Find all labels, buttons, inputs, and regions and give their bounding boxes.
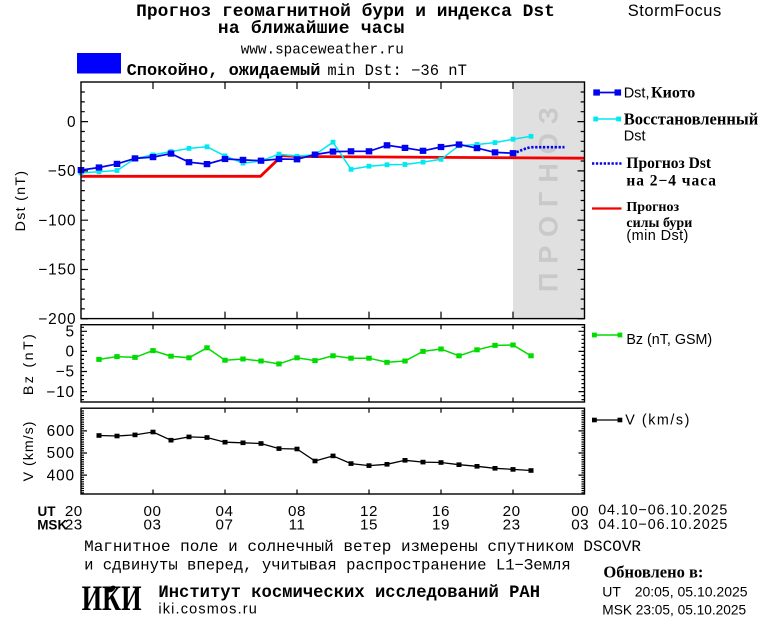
- svg-text:00: 00: [144, 503, 162, 520]
- svg-text:www.spaceweather.ru: www.spaceweather.ru: [241, 43, 404, 59]
- svg-text:Киото: Киото: [651, 84, 695, 101]
- svg-text:UT: UT: [602, 583, 621, 599]
- svg-text:(min Dst): (min Dst): [626, 228, 688, 244]
- svg-text:04.10−06.10.2025: 04.10−06.10.2025: [598, 503, 728, 519]
- svg-text:03: 03: [144, 516, 162, 533]
- svg-text:23: 23: [65, 516, 83, 533]
- svg-text:Прогноз Dst: Прогноз Dst: [626, 155, 711, 172]
- svg-text:−100: −100: [38, 212, 76, 229]
- svg-text:08: 08: [288, 503, 306, 520]
- svg-text:Dst (nT): Dst (nT): [13, 170, 29, 232]
- svg-text:16: 16: [432, 503, 450, 520]
- svg-text:19: 19: [432, 516, 450, 533]
- svg-text:V (km/s): V (km/s): [625, 413, 691, 429]
- svg-text:20: 20: [65, 503, 83, 520]
- svg-text:11: 11: [289, 516, 306, 533]
- svg-text:07: 07: [216, 516, 234, 533]
- svg-text:min Dst: −36 nT: min Dst: −36 nT: [327, 62, 467, 80]
- svg-text:0: 0: [67, 114, 76, 131]
- svg-text:5: 5: [66, 324, 75, 341]
- svg-text:ПРОГНОЗ: ПРОГНОЗ: [534, 98, 564, 292]
- svg-text:12: 12: [360, 503, 378, 520]
- svg-text:V (km/s): V (km/s): [21, 421, 37, 482]
- svg-text:Восстановленный: Восстановленный: [624, 109, 759, 128]
- svg-text:03: 03: [571, 516, 589, 533]
- svg-text:−150: −150: [38, 262, 76, 279]
- svg-text:Институт космических исследова: Институт космических исследований РАН: [158, 584, 540, 603]
- svg-text:на 2−4 часа: на 2−4 часа: [626, 172, 717, 189]
- svg-text:на ближайшие часы: на ближайшие часы: [218, 18, 405, 39]
- svg-text:15: 15: [360, 516, 378, 533]
- svg-text:Обновлено в:: Обновлено в:: [603, 562, 703, 581]
- svg-text:−200: −200: [38, 311, 76, 328]
- svg-text:04: 04: [216, 503, 234, 520]
- svg-text:MSK: MSK: [37, 517, 67, 532]
- svg-text:Магнитное поле и солнечный вет: Магнитное поле и солнечный ветер измерен…: [84, 538, 641, 556]
- svg-text:20: 20: [503, 503, 521, 520]
- svg-text:Dst: Dst: [624, 129, 646, 145]
- svg-text:Bz (nT): Bz (nT): [21, 332, 37, 395]
- svg-text:600: 600: [47, 423, 75, 440]
- svg-text:0: 0: [66, 344, 75, 361]
- svg-text:−50: −50: [48, 163, 77, 180]
- svg-text:−5: −5: [56, 364, 75, 381]
- svg-text:iki.cosmos.ru: iki.cosmos.ru: [158, 602, 258, 618]
- svg-text:23: 23: [503, 516, 521, 533]
- svg-text:MSK 23:05, 05.10.2025: MSK 23:05, 05.10.2025: [602, 602, 746, 617]
- svg-text:StormFocus: StormFocus: [628, 2, 722, 20]
- svg-text:20:05, 05.10.2025: 20:05, 05.10.2025: [635, 583, 748, 599]
- svg-text:Bz (nT, GSM): Bz (nT, GSM): [626, 332, 712, 348]
- svg-text:Спокойно, ожидаемый: Спокойно, ожидаемый: [127, 62, 321, 81]
- svg-text:и сдвинуты вперед, учитывая ра: и сдвинуты вперед, учитывая распростране…: [84, 556, 571, 574]
- svg-text:Прогноз: Прогноз: [626, 200, 679, 215]
- svg-text:силы бури: силы бури: [626, 216, 692, 231]
- svg-text:ИКИ: ИКИ: [82, 578, 142, 618]
- svg-text:−10: −10: [46, 384, 75, 401]
- svg-text:Прогноз геомагнитной бури и ин: Прогноз геомагнитной бури и индекса Dst: [136, 1, 555, 22]
- svg-text:400: 400: [47, 467, 75, 484]
- svg-text:00: 00: [571, 503, 589, 520]
- svg-text:500: 500: [47, 445, 75, 462]
- svg-text:04.10−06.10.2025: 04.10−06.10.2025: [598, 517, 728, 533]
- svg-text:UT: UT: [38, 504, 57, 519]
- svg-text:Dst,: Dst,: [624, 85, 650, 101]
